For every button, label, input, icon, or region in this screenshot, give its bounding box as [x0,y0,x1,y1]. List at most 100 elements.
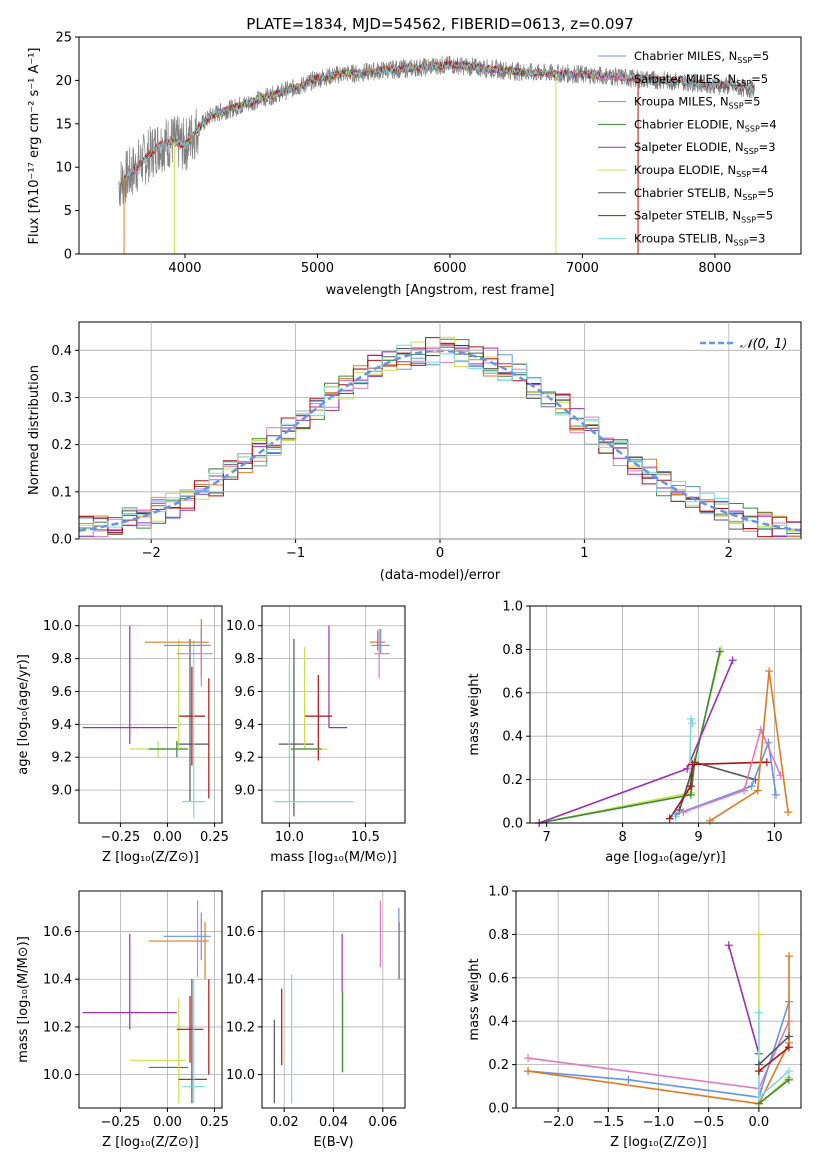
x-axis-label: E(B-V) [313,1135,353,1150]
y-tick-label: 10.0 [226,619,255,634]
x-tick-label: −1 [286,546,305,561]
y-tick-label: 10.4 [43,973,72,988]
error-bars [82,900,211,1104]
x-tick-label: 0 [436,546,444,561]
y-tick-label: 10.0 [226,1068,255,1083]
legend-label-sub: SSP [742,193,757,202]
model-spectrum-line [123,60,755,182]
y-tick-label: 0 [64,248,72,263]
legend-label-value: =3 [749,231,766,245]
weight-line [758,1035,790,1066]
legend-label-sub: SSP [729,102,744,111]
y-tick-label: 9.0 [51,784,72,799]
legend-label-value: =5 [757,186,774,200]
y-tick-label: 10.2 [43,1020,72,1035]
y-tick-label: 9.6 [234,685,255,700]
error-bars [274,625,390,817]
x-tick-label: 0.00 [153,830,182,845]
y-tick-label: 0.4 [502,730,523,745]
y-tick-label: 25 [55,31,72,46]
x-tick-label: 0.25 [200,1115,229,1130]
legend-label-text: Salpeter STELIB, N [634,209,741,223]
residual-panel: −2 −1 0 1 2 0.0 0.1 0.2 0.3 0.4 (data-model)/erro… [27,321,802,583]
y-tick-label: 0.0 [51,533,72,548]
mass-weight-vs-metallicity-panel: −2.0 −1.5 −1.0 −0.5 0.0 0.0 0.2 0.4 0.6 0.8 1.0 Z [… [467,885,802,1150]
panel-frame [78,890,223,1109]
weight-line [538,659,734,824]
mass-weight-vs-age-panel: 7 8 9 10 0.0 0.2 0.4 0.6 0.8 1.0 age [log₁₀(age/yr… [467,600,802,865]
weight-line [683,727,782,813]
y-tick-label: 10.6 [226,925,255,940]
panel-frame [261,605,406,824]
y-tick-label: 10.6 [43,925,72,940]
x-tick-label: 8 [618,830,626,845]
legend-label-value: =5 [751,72,768,86]
legend-label: Salpeter MILES, NSSP=5 [634,72,768,88]
x-tick-label: 7000 [566,261,599,276]
legend-label-value: =4 [751,163,768,177]
legend-label-sub: SSP [734,238,749,247]
gaussian-legend-label: 𝒩(0, 1) [740,337,787,352]
legend-label-sub: SSP [741,216,756,225]
y-tick-label: 9.8 [51,652,72,667]
legend-label-text: Kroupa ELODIE, N [634,163,736,177]
spectrum-xlabel: wavelength [Angstrom, rest frame] [326,283,555,298]
legend-label-sub: SSP [736,79,751,88]
y-tick-label: 0.4 [488,1015,509,1030]
panel-frame [78,605,223,824]
y-tick-label: 9.2 [51,751,72,766]
legend-label-value: =3 [759,140,776,154]
residual-xlabel: (data-model)/error [380,568,501,583]
y-axis-label: mass weight [467,958,482,1040]
x-axis-label: age [log₁₀(age/yr)] [605,850,726,865]
spectrum-title: PLATE=1834, MJD=54562, FIBERID=0613, z=0… [246,15,633,33]
x-tick-label: 0.02 [270,1115,299,1130]
y-tick-label: 10.2 [226,1020,255,1035]
error-bars [273,900,400,1104]
y-tick-label: 20 [55,74,72,89]
legend-label-text: Chabrier STELIB, N [634,186,742,200]
legend-label-value: =4 [760,117,777,131]
y-tick-label: 0.6 [502,686,523,701]
residual-ylabel: Normed distribution [27,365,42,495]
legend-label-value: =5 [752,49,769,63]
y-tick-label: 10.0 [43,619,72,634]
x-tick-label: −1.5 [593,1115,625,1130]
legend-label: Chabrier ELODIE, NSSP=4 [634,117,777,133]
x-tick-label: 4000 [168,261,201,276]
mass-vs-metallicity-panel: −0.25 0.00 0.25 10.0 10.2 10.4 10.6 Z [log₁₀(Z/… [16,890,229,1150]
axes-group: −2.0 −1.5 −1.0 −0.5 0.0 0.0 0.2 0.4 0.6 0.8 1.0 [488,885,801,1130]
y-tick-label: 0.6 [488,971,509,986]
age-vs-metallicity-panel: −0.25 0.00 0.25 9.0 9.2 9.4 9.6 9.8 10.0 Z [log₁₀… [16,605,229,865]
x-axis-label: Z [log₁₀(Z/Z⊙)] [102,1135,199,1150]
x-axis-label: Z [log₁₀(Z/Z⊙)] [102,850,199,865]
legend-label-value: =5 [756,209,773,223]
weight-line [669,761,767,820]
y-tick-label: 15 [55,117,72,132]
weight-line [709,670,789,822]
y-axis-label: mass weight [467,673,482,755]
spectrum-frame [78,36,802,255]
legend-label: Chabrier STELIB, NSSP=5 [634,186,774,202]
legend-label-text: Chabrier MILES, N [634,49,737,63]
weight-line [538,651,721,824]
x-tick-label: 7 [543,830,551,845]
weight-lines [535,645,793,827]
x-tick-label: 0.0 [749,1115,770,1130]
legend-label-text: Chabrier ELODIE, N [634,117,745,131]
legend-label: Kroupa ELODIE, NSSP=4 [634,163,768,179]
x-tick-label: 5000 [301,261,334,276]
weight-line [758,1046,790,1072]
legend-label-text: Kroupa STELIB, N [634,231,734,245]
weight-line [727,945,760,1055]
x-axis-label: mass [log₁₀(M/M⊙)] [270,850,397,865]
axes-group: −0.25 0.00 0.25 10.0 10.2 10.4 10.6 [43,891,229,1130]
legend-label-sub: SSP [745,124,760,133]
y-tick-label: 10.4 [226,973,255,988]
y-tick-label: 1.0 [488,885,509,900]
axes-group: 0.02 0.04 0.06 10.0 10.2 10.4 10.6 [226,891,405,1130]
x-tick-label: 6000 [433,261,466,276]
y-tick-label: 0.1 [51,485,72,500]
x-tick-label: 2 [725,546,733,561]
